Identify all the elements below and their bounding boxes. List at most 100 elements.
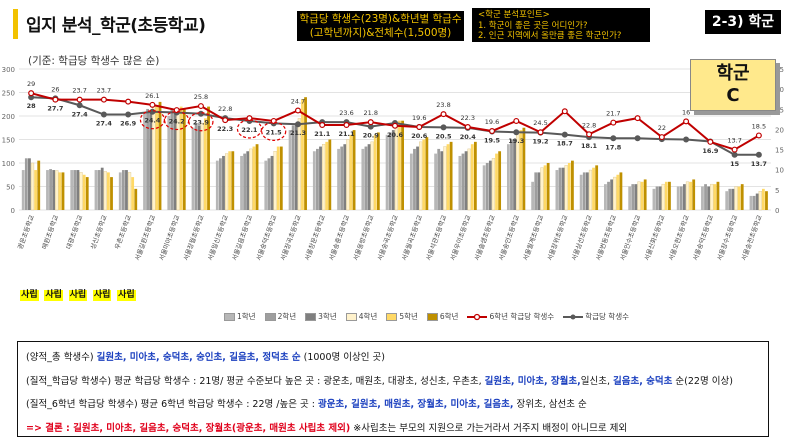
class-size-point [76,102,83,109]
highlight-circle [188,112,214,132]
bar-1-grade [628,186,632,210]
bar-2-grade [485,163,489,210]
bar-6-grade [328,139,332,210]
grade6-class-size-point [561,108,568,115]
y-right-tick-label: 20 [775,126,784,134]
bar-5-grade [155,106,159,210]
data-label-mid: 27.4 [72,110,89,118]
y-left-tick-label: 150 [2,137,15,145]
bar-3-grade [149,111,153,210]
bar-1-grade [749,195,753,210]
bar-2-grade [679,186,683,210]
data-label-mid: 24.4 [144,117,161,125]
bar-1-grade [215,160,219,210]
bar-3-grade [294,123,298,210]
data-label-mid: 19.2 [533,138,549,146]
bar-6-grade [134,188,138,210]
bar-3-grade [270,155,274,210]
y-left-tick-label: 300 [2,66,15,74]
bar-1-grade [240,155,243,210]
x-category-label: 성신초등학교 [88,214,109,251]
bar-5-grade [422,139,426,210]
bar-2-grade [631,184,635,210]
criteria-line-2: (고학년까지)&전체수(1,500명) [309,27,452,39]
bar-3-grade [707,186,711,210]
bar-2-grade [510,139,513,210]
school-bar-line-chart: 0 50 100 150 200 250 300 0 5 10 15 20 25 30 35 29 26 23.7… [2,66,784,262]
bar-3-grade [464,151,468,210]
data-label-mid: 20.5 [435,132,452,140]
bar-3-grade [682,184,686,210]
bar-3-grade [52,170,56,210]
bar-5-grade [82,174,86,210]
bar-2-grade [267,158,271,210]
bar-2-grade [752,195,756,210]
x-category-label: 서울장위초등학교 [545,214,570,262]
bar-6-grade [207,106,210,210]
private-school-tag: 사립 [44,290,63,301]
bar-4-grade [588,169,593,211]
bar-6-grade [498,151,502,210]
bar-3-grade [513,139,516,210]
data-label-top: 23.6 [339,109,353,117]
bar-2-grade [73,170,77,210]
bar-2-grade [316,148,319,210]
bar-1-grade [167,116,171,210]
grade6-class-size-point [489,128,496,135]
bar-6-grade [449,141,453,210]
bar-4-grade [419,141,423,211]
class-size-point [125,111,132,118]
x-category-label: 서울월곡초등학교 [399,214,424,262]
analysis-points-head: <학군 분석포인트> [478,10,550,20]
highlight-circle [236,119,263,139]
data-label-mid: 13.7 [751,160,767,168]
bar-5-grade [107,172,110,210]
x-category-label: 서울숭덕초등학교 [690,214,715,262]
bar-4-grade [273,151,277,211]
criteria-box: 학급당 학생수(23명)&학년별 학급수 (고학년까지)&전체수(1,500명) [297,11,464,41]
bar-5-grade [34,170,38,210]
grade6-class-size-point [416,124,423,131]
bar-3-grade [28,158,31,210]
bar-2-grade [655,186,659,210]
bar-3-grade [222,155,225,210]
bar-3-grade [416,146,419,210]
class-size-point [561,131,568,138]
grade6-class-size-point [731,146,738,153]
bar-4-grade [30,162,35,211]
bar-2-grade [194,123,198,210]
bar-5-grade [519,130,523,210]
highlight-circle [139,110,166,130]
data-label-mid: 20.4 [460,133,477,141]
grade6-class-size-point [149,101,156,108]
bar-6-grade [304,97,307,210]
data-label-mid: 18.7 [557,140,573,148]
y-right-tick-label: 15 [775,147,784,155]
summary-line-3: (질적_6학년 학급당 학생수) 평균 6학년 학급당 학생수 : 22명 /높… [26,399,587,410]
grade6-class-size-point [52,96,59,103]
bar-4-grade [613,176,617,211]
grade6-class-size-point [125,98,132,105]
bar-1-grade [652,188,656,210]
x-category-label: 서울솔샘초등학교 [472,214,497,262]
data-label-top: 24.5 [533,119,547,127]
data-label-top: 13.7 [727,137,741,145]
x-category-label: 서울장곡초등학교 [278,214,303,262]
summary-line-2: (질적_학급당 학생수) 평균 학급당 학생수 : 21명/ 평균 수준보다 높… [26,375,733,387]
grade6-class-size-point [76,96,83,103]
bar-4-grade [734,186,738,211]
bar-5-grade [640,181,644,210]
bar-1-grade [385,134,389,210]
highlight-circle [261,121,287,141]
class-size-point [731,151,738,158]
bar-4-grade [346,139,350,211]
bar-6-grade [740,184,744,210]
bar-1-grade [409,153,413,210]
bar-1-grade [337,148,340,210]
legend-item-2: 2학년 [264,311,296,322]
bar-2-grade [291,125,295,210]
x-category-label: 매원초등학교 [40,214,61,251]
legend-item-1: 1학년 [224,311,256,322]
bar-1-grade [725,191,729,210]
y-left-tick-label: 250 [2,90,15,98]
